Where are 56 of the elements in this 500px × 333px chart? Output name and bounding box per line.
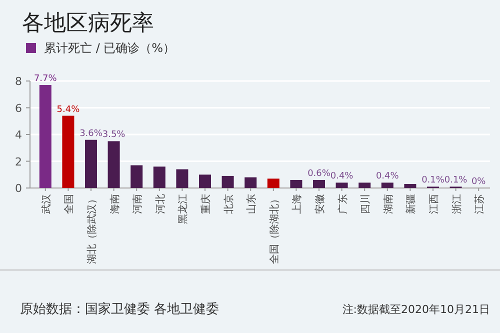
x-tick-label: 北京 (222, 194, 235, 214)
text: 注:数据截至2020年10月21日 (342, 303, 490, 316)
bar (176, 169, 188, 188)
bar (62, 116, 74, 188)
text: 原始数据：国家卫健委 各地卫健委 (20, 301, 220, 317)
x-tick-label: 江苏 (474, 194, 486, 214)
data-label: 0.4% (330, 172, 354, 182)
data-label: 0% (471, 177, 486, 187)
bar (85, 140, 97, 188)
bar (313, 180, 325, 188)
data-label: 0.6% (308, 168, 331, 179)
bar (290, 180, 302, 188)
x-tick-label: 海南 (108, 194, 121, 214)
x-tick-label: 全国（除湖北） (268, 194, 280, 264)
data-label: 3.6% (80, 128, 103, 139)
y-tick-label: 0 (15, 182, 22, 195)
bar (358, 182, 371, 188)
data-label: 0.1% (444, 176, 468, 186)
bar (199, 174, 211, 188)
bar (108, 141, 120, 188)
x-tick-label: 上海 (291, 194, 304, 214)
x-tick-label: 浙江 (450, 194, 463, 214)
data-label: 3.5% (102, 130, 126, 140)
bar (244, 177, 257, 188)
y-tick-label: 6 (15, 102, 22, 115)
chart-title: 各地区病死率 (22, 11, 154, 36)
bar (153, 166, 166, 188)
y-tick-label: 8 (15, 75, 22, 88)
bar (381, 182, 394, 188)
y-tick-label: 4 (15, 128, 22, 142)
x-tick-label: 湖南 (382, 194, 394, 214)
x-tick-label: 河北 (154, 194, 166, 214)
x-tick-label: 武汉 (40, 194, 52, 214)
data-label: 5.4% (56, 104, 80, 115)
bar (404, 184, 416, 188)
data-label: 0.1% (422, 176, 445, 186)
y-tick-label: 2 (15, 155, 22, 168)
bar (222, 176, 234, 188)
x-tick-label: 山东 (246, 194, 258, 214)
data-label: 7.7% (34, 74, 58, 84)
x-tick-label: 江西 (428, 194, 440, 214)
bar (267, 178, 280, 188)
x-tick-label: 河南 (132, 194, 144, 214)
x-tick-label: 湖北（除武汉） (86, 194, 98, 264)
bar (39, 85, 52, 188)
x-tick-label: 新疆 (405, 194, 418, 214)
x-tick-label: 安徽 (314, 194, 326, 214)
x-tick-label: 黑龙江 (177, 194, 190, 224)
data-label: 0.4% (376, 172, 400, 182)
x-tick-label: 广东 (336, 194, 349, 214)
bar (336, 182, 348, 188)
x-tick-label: 四川 (360, 194, 372, 214)
x-tick-label: 全国 (63, 194, 76, 214)
legend-label: 累计死亡 / 已确诊（%） (44, 41, 176, 55)
bar (130, 165, 143, 188)
x-tick-label: 重庆 (200, 194, 212, 214)
